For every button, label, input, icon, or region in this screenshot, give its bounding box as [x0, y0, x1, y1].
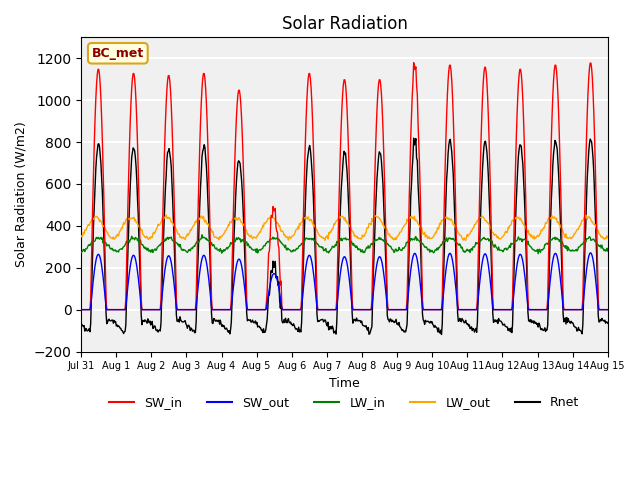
Legend: SW_in, SW_out, LW_in, LW_out, Rnet: SW_in, SW_out, LW_in, LW_out, Rnet: [104, 391, 584, 414]
X-axis label: Time: Time: [329, 377, 360, 390]
Title: Solar Radiation: Solar Radiation: [282, 15, 408, 33]
Y-axis label: Solar Radiation (W/m2): Solar Radiation (W/m2): [15, 121, 28, 267]
Text: BC_met: BC_met: [92, 47, 144, 60]
